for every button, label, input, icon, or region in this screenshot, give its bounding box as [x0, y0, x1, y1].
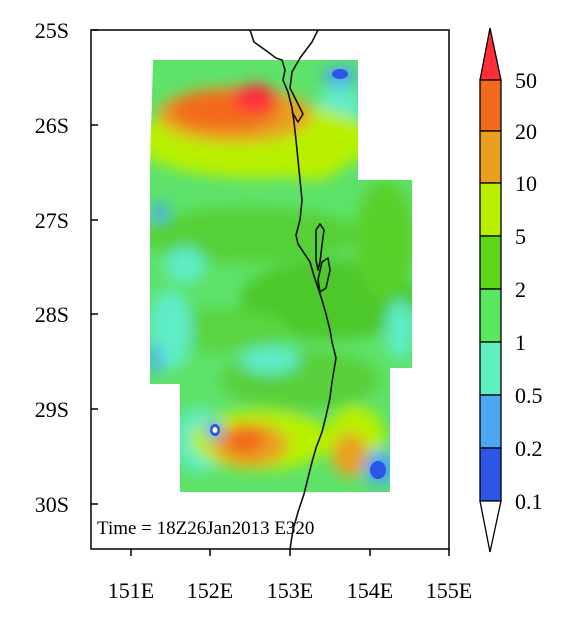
lat-label: 28S [35, 302, 69, 327]
lat-label: 25S [35, 18, 69, 43]
coastline [249, 30, 337, 549]
colorbar-bin [479, 341, 502, 396]
colorbar-label: 0.2 [515, 436, 543, 461]
colorbar-label: 10 [515, 171, 537, 196]
colorbar-label: 5 [515, 224, 526, 249]
lat-label: 30S [35, 492, 69, 517]
colorbar-label: 0.1 [515, 489, 543, 514]
colorbar-top-arrow [479, 27, 502, 81]
colorbar-label: 2 [515, 277, 526, 302]
colorbar-bin [479, 182, 502, 237]
colorbar-bin [479, 130, 502, 184]
colorbar-bin [479, 447, 502, 502]
colorbar-bin [479, 394, 502, 449]
colorbar-label: 50 [515, 68, 537, 93]
time-annotation: Time = 18Z26Jan2013 E320 [97, 518, 314, 539]
lat-label: 26S [35, 113, 69, 138]
lat-label: 29S [35, 397, 69, 422]
lon-label: 154E [347, 578, 393, 603]
colorbar-bottom-arrow [479, 500, 502, 553]
colorbar [479, 27, 502, 553]
colorbar-label: 1 [515, 330, 526, 355]
colorbar-label: 0.5 [515, 383, 543, 408]
colorbar-bin [479, 288, 502, 343]
lat-label: 27S [35, 208, 69, 233]
lon-label: 153E [267, 578, 313, 603]
colorbar-label: 20 [515, 119, 537, 144]
colorbar-bin [479, 235, 502, 290]
lon-label: 152E [187, 578, 233, 603]
colorbar-bin [479, 79, 502, 132]
data-field [150, 60, 412, 492]
lon-label: 155E [426, 578, 472, 603]
lon-label: 151E [108, 578, 154, 603]
axis-ticks [91, 29, 450, 556]
